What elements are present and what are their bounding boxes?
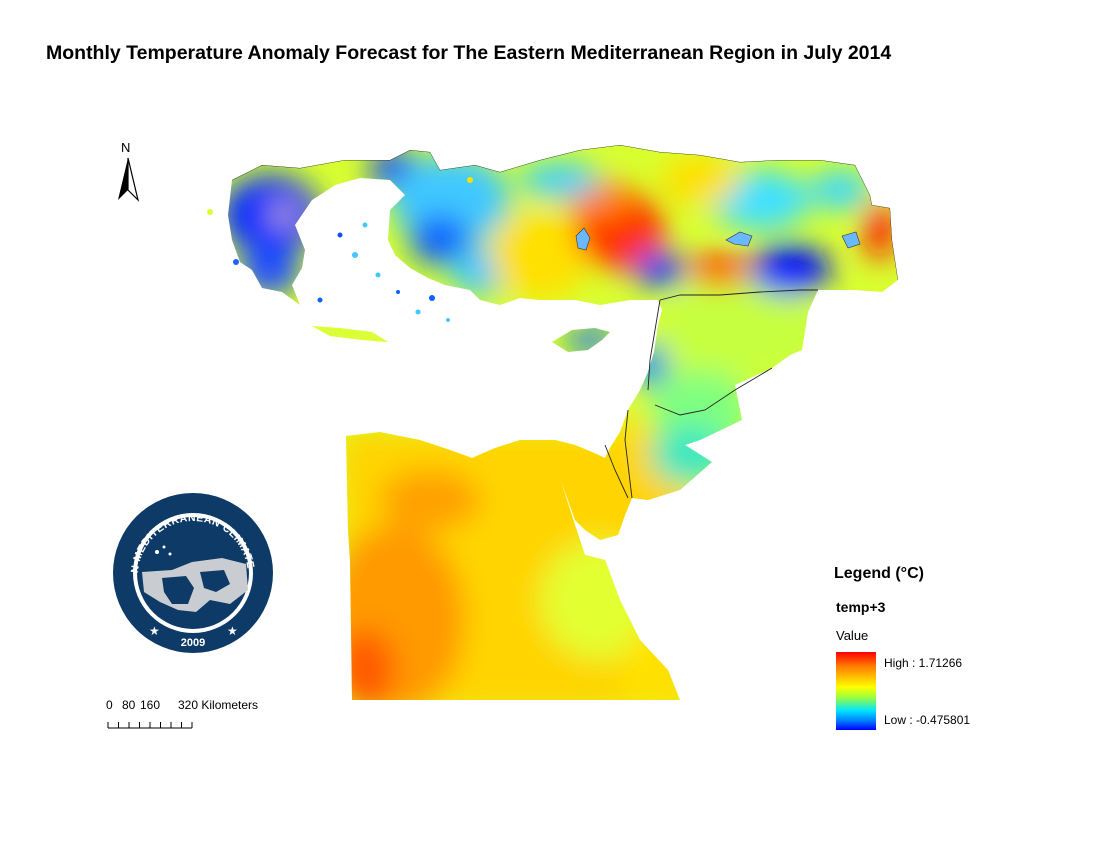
svg-text:★: ★ <box>227 624 238 638</box>
scale-bar-ticks <box>107 722 193 729</box>
legend-color-ramp <box>836 652 876 730</box>
legend: Legend (°C) temp+3 Value High : 1.71266 … <box>834 565 1054 745</box>
legend-low-label: Low : -0.475801 <box>884 713 971 727</box>
logo-year: 2009 <box>181 637 205 649</box>
scale-label-320: 320 Kilometers <box>178 698 259 712</box>
emcc-seal-icon: EASTERN MEDITERRANEAN CLIMATE CENTRE 200… <box>108 483 273 653</box>
scale-bar: 0 80 160 320 Kilometers <box>100 698 290 738</box>
legend-field: Value <box>836 628 869 643</box>
scale-label-80: 80 <box>122 698 136 712</box>
legend-title: Legend (°C) <box>834 565 924 582</box>
temperature-raster <box>228 145 898 700</box>
lakes <box>575 227 861 251</box>
emcc-logo: EASTERN MEDITERRANEAN CLIMATE CENTRE 200… <box>108 483 274 654</box>
country-borders <box>604 289 818 499</box>
map-title: Monthly Temperature Anomaly Forecast for… <box>46 42 892 64</box>
scale-label-160: 160 <box>140 698 161 712</box>
islands <box>207 177 473 322</box>
north-arrow-icon <box>118 157 140 202</box>
legend-layer: temp+3 <box>836 599 886 615</box>
legend-high-label: High : 1.71266 <box>884 656 963 670</box>
scale-label-0: 0 <box>106 698 113 712</box>
north-arrow: N <box>112 140 144 204</box>
svg-text:★: ★ <box>149 624 160 638</box>
north-label: N <box>121 140 131 155</box>
